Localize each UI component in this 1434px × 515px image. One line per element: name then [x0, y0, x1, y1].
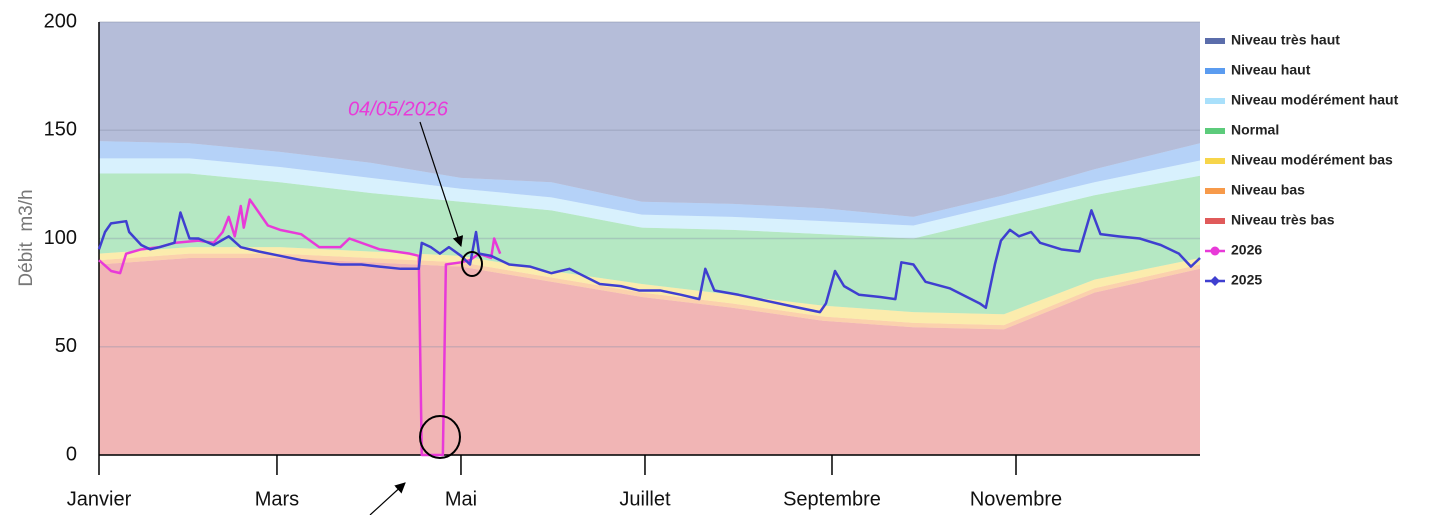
legend-marker	[1210, 246, 1220, 256]
highlight-circle	[419, 415, 461, 459]
legend-label: 2026	[1231, 242, 1262, 258]
y-tick-label: 200	[44, 10, 77, 32]
x-tick-label: Mai	[445, 488, 477, 510]
area-band	[99, 257, 1200, 455]
legend-label: 2025	[1231, 272, 1262, 288]
x-tick-label: Mars	[255, 488, 299, 510]
area-band	[99, 158, 1200, 239]
y-tick-label: 50	[55, 335, 77, 357]
x-tick-label: Juillet	[619, 488, 671, 510]
legend-swatch	[1205, 38, 1225, 44]
legend-label: Normal	[1231, 122, 1279, 138]
x-tick-label: Janvier	[67, 488, 132, 510]
legend-swatch	[1205, 158, 1225, 164]
legend-swatch	[1205, 128, 1225, 134]
legend-swatch	[1205, 68, 1225, 74]
area-band	[99, 141, 1200, 226]
legend-label: Niveau haut	[1231, 62, 1311, 78]
annotation: 04/05/2026	[348, 98, 449, 120]
annotation-arrow	[369, 482, 406, 515]
legend-marker	[1210, 276, 1220, 286]
legend-label: Niveau modérément haut	[1231, 92, 1399, 108]
area-band	[99, 247, 1200, 326]
legend-swatch	[1205, 98, 1225, 104]
y-tick-label: 0	[66, 443, 77, 465]
legend-swatch	[1205, 188, 1225, 194]
x-tick-label: Novembre	[970, 488, 1062, 510]
annotation-arrow	[419, 121, 464, 248]
y-axis-label: Débit m3/h	[16, 189, 37, 286]
area-band	[99, 22, 1200, 217]
legend-label: Niveau très haut	[1231, 32, 1340, 48]
legend-label: Niveau bas	[1231, 182, 1305, 198]
y-tick-label: 150	[44, 119, 77, 141]
plot-area: 0 50 100 150 200 Janvier Mars Mai Juillet Septemb…	[44, 10, 1201, 510]
x-tick-label: Septembre	[783, 488, 881, 510]
y-tick-label: 100	[44, 227, 77, 249]
highlight-circle	[461, 251, 483, 277]
line-series	[97, 209, 1201, 314]
legend-label: Niveau très bas	[1231, 212, 1335, 228]
legend-swatch	[1205, 218, 1225, 224]
legend-label: Niveau modérément bas	[1231, 152, 1393, 168]
